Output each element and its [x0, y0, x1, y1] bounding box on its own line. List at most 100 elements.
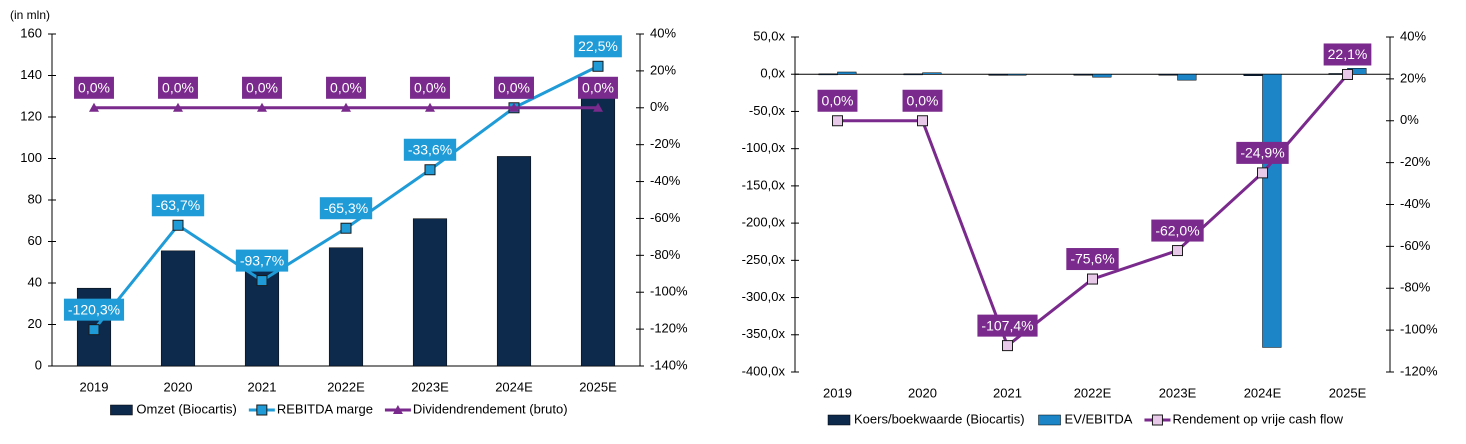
data-label: -63,7%: [156, 197, 200, 213]
y2-tick-label: -100%: [1400, 322, 1438, 337]
data-label: -62,0%: [1155, 222, 1199, 238]
data-label-box: [319, 197, 373, 220]
data-label: -65,3%: [324, 200, 368, 216]
marker: [257, 102, 267, 112]
data-label-box: [578, 76, 618, 99]
y-tick-label: -350,0x: [742, 326, 786, 341]
data-label-box: [410, 76, 450, 99]
y-tick-label: 60: [28, 233, 42, 248]
marker: [392, 405, 403, 414]
data-label-box: [494, 76, 534, 99]
x-tick-label: 2023E: [411, 379, 449, 394]
data-label: 0,0%: [498, 79, 530, 95]
y-tick-label: -100,0x: [742, 140, 786, 155]
bar: [580, 79, 616, 367]
x-tick-label: 2021: [993, 385, 1022, 400]
x-tick-label: 2024E: [1244, 385, 1282, 400]
bar: [1177, 73, 1197, 81]
marker: [173, 102, 183, 112]
bar: [988, 73, 1008, 76]
bar: [818, 73, 838, 76]
y2-tick-label: 20%: [1400, 70, 1426, 85]
y-tick-label: 120: [20, 108, 42, 123]
marker: [1257, 167, 1268, 179]
legend-label: Omzet (Biocartis): [136, 401, 236, 416]
marker: [256, 275, 268, 287]
y-tick-label: -250,0x: [742, 252, 786, 267]
x-tick-label: 2020: [164, 379, 193, 394]
data-label-box: [1323, 43, 1372, 66]
data-label-box: [817, 89, 858, 112]
data-label: -120,3%: [68, 301, 120, 317]
marker: [509, 102, 519, 112]
legend: Omzet (Biocartis) REBITDA marge Dividendre…: [110, 401, 568, 416]
x-tick-label: 2022E: [327, 379, 365, 394]
y-tick-label: 40: [28, 274, 42, 289]
data-label-box: [902, 89, 943, 112]
data-label-box: [326, 76, 366, 99]
data-label: 0,0%: [414, 79, 446, 95]
data-label: -93,7%: [240, 252, 284, 268]
marker: [917, 115, 928, 127]
data-label: -24,9%: [1240, 145, 1284, 161]
x-tick-label: 2019: [823, 385, 852, 400]
legend-swatch: [1038, 414, 1061, 426]
legend-label: EV/EBITDA: [1065, 411, 1133, 426]
data-label: 0,0%: [822, 92, 854, 108]
data-label-box: [63, 298, 125, 321]
data-label-box: [1066, 248, 1119, 271]
y2-tick-label: 20%: [650, 62, 676, 77]
bar: [1243, 73, 1263, 76]
y-tick-label: 100: [20, 150, 42, 165]
bar: [903, 73, 923, 76]
data-label: 0,0%: [162, 79, 194, 95]
y-tick-label: -300,0x: [742, 289, 786, 304]
data-label-box: [403, 138, 457, 161]
y-tick-label: 0: [35, 357, 42, 372]
bar: [922, 72, 942, 75]
y2-tick-label: -60%: [1400, 238, 1431, 253]
y-tick-label: -50,0x: [749, 103, 786, 118]
legend-label: Rendement op vrije cash flow: [1172, 411, 1343, 426]
marker: [1342, 68, 1353, 80]
marker: [89, 102, 99, 112]
bar: [496, 156, 532, 367]
y2-tick-label: 40%: [1400, 28, 1426, 43]
data-label: -33,6%: [408, 141, 452, 157]
data-label-box: [1236, 141, 1289, 164]
marker: [425, 102, 435, 112]
y2-tick-label: -20%: [1400, 154, 1431, 169]
y2-tick-label: -40%: [1400, 196, 1431, 211]
y2-tick-label: -40%: [650, 173, 681, 188]
x-tick-label: 2023E: [1159, 385, 1197, 400]
data-label: 0,0%: [907, 92, 939, 108]
x-tick-label: 2025E: [1329, 385, 1367, 400]
y-tick-label: 50,0x: [753, 28, 785, 43]
data-label-box: [977, 314, 1038, 337]
legend: Koers/boekwaarde (Biocartis) EV/EBITDA Ren…: [827, 411, 1344, 426]
bar: [1262, 73, 1282, 348]
legend-label: Koers/boekwaarde (Biocartis): [854, 411, 1025, 426]
data-label: 0,0%: [246, 79, 278, 95]
bar: [1158, 73, 1178, 76]
data-label-box: [151, 194, 205, 217]
y2-tick-label: -100%: [650, 284, 688, 299]
x-tick-label: 2024E: [495, 379, 533, 394]
bar: [1007, 73, 1027, 76]
y2-tick-label: -60%: [650, 210, 681, 225]
data-label-box: [74, 76, 114, 99]
marker: [1087, 273, 1098, 285]
x-tick-label: 2019: [80, 379, 109, 394]
marker: [424, 164, 436, 176]
y2-tick-label: -20%: [650, 136, 681, 151]
marker: [1002, 340, 1013, 352]
legend-swatch: [110, 404, 133, 416]
legend-swatch: [827, 414, 851, 426]
data-label-box: [1151, 219, 1204, 242]
marker: [88, 324, 100, 336]
marker: [341, 102, 351, 112]
data-label: 22,1%: [1328, 46, 1368, 62]
marker: [592, 60, 604, 72]
y2-tick-label: -80%: [650, 247, 681, 262]
y2-tick-label: -140%: [650, 357, 688, 372]
